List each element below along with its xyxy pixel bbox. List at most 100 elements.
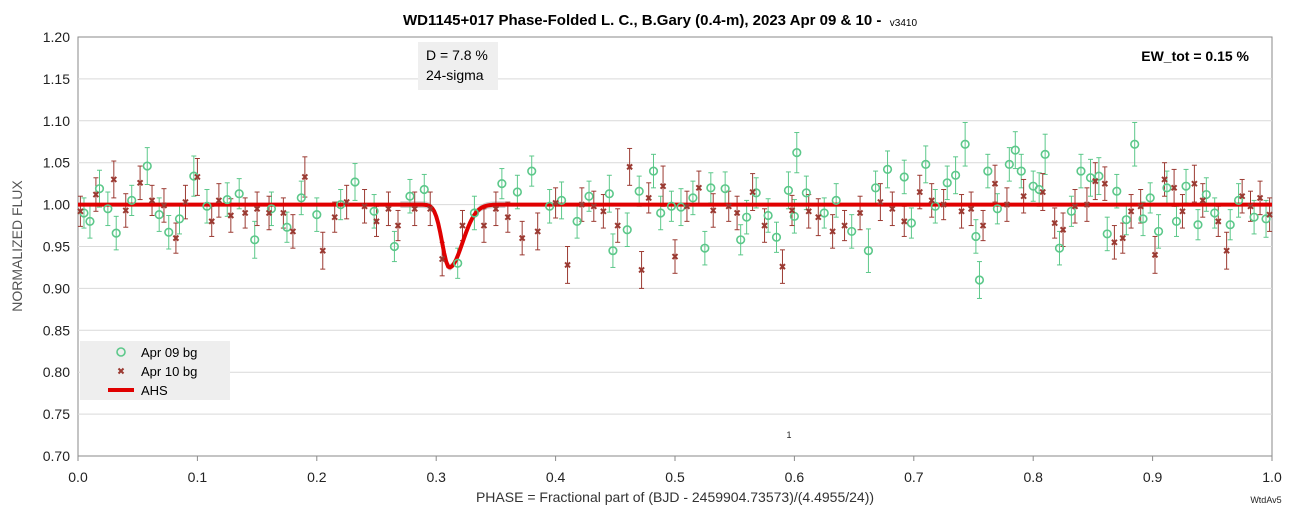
apr10-marker-stroke bbox=[373, 218, 380, 225]
apr09-point bbox=[234, 189, 244, 199]
apr09-error-bar bbox=[624, 212, 630, 247]
apr09-point bbox=[622, 225, 632, 235]
apr10-marker-stroke bbox=[1071, 203, 1079, 210]
apr09-point bbox=[142, 161, 152, 171]
apr10-marker-stroke bbox=[733, 209, 741, 217]
apr10-marker-stroke bbox=[564, 261, 571, 269]
apr09-error-bar bbox=[166, 214, 172, 250]
apr10-marker-stroke bbox=[958, 208, 965, 215]
apr10-marker-stroke bbox=[1003, 201, 1011, 208]
apr09-error-bar bbox=[1227, 209, 1233, 241]
apr10-marker-stroke bbox=[1137, 203, 1144, 210]
apr10-marker-stroke bbox=[683, 203, 691, 210]
apr09-point bbox=[906, 218, 917, 228]
apr10-marker-stroke bbox=[1223, 247, 1230, 254]
apr10-point bbox=[194, 173, 201, 181]
apr09-point bbox=[1210, 208, 1220, 218]
apr10-point bbox=[1179, 208, 1186, 215]
apr09-error-bar bbox=[252, 220, 258, 259]
apr10-point bbox=[459, 222, 466, 229]
apr10-point bbox=[671, 253, 679, 260]
apr10-marker-stroke bbox=[928, 197, 935, 204]
x-tick-label: 0.6 bbox=[785, 469, 805, 485]
apr09-point bbox=[847, 226, 857, 237]
apr09-point bbox=[1004, 159, 1014, 169]
apr10-point bbox=[552, 199, 559, 207]
apr10-point bbox=[578, 201, 586, 208]
apr10-marker-stroke bbox=[1020, 193, 1027, 200]
apr09-error-bar bbox=[1104, 216, 1110, 252]
legend-label: AHS bbox=[141, 383, 168, 398]
apr09-point bbox=[819, 208, 829, 218]
apr09-point bbox=[469, 208, 480, 218]
apr09-error-bar bbox=[391, 230, 397, 263]
apr10-marker-stroke bbox=[1039, 188, 1046, 196]
apr10-marker-stroke bbox=[1101, 180, 1109, 187]
apr10-marker-stroke bbox=[901, 218, 908, 225]
apr10-point bbox=[319, 247, 326, 254]
apr09-point bbox=[1145, 193, 1155, 203]
apr10-marker-stroke bbox=[253, 205, 261, 212]
apr09-point bbox=[174, 214, 185, 224]
apr09-point bbox=[656, 208, 666, 218]
apr10-point bbox=[534, 228, 541, 235]
apr10-marker-stroke bbox=[671, 253, 679, 260]
y-tick-label: 0.95 bbox=[43, 239, 70, 255]
apr09-point bbox=[202, 201, 212, 211]
apr10-marker-stroke bbox=[600, 208, 607, 215]
apr09-point bbox=[706, 183, 716, 193]
apr10-point bbox=[172, 234, 180, 242]
apr10-marker-stroke bbox=[394, 222, 402, 229]
apr09-error-bar bbox=[1042, 133, 1048, 175]
apr10-point bbox=[695, 184, 703, 192]
apr09-point bbox=[801, 188, 811, 198]
apr09-point bbox=[1016, 166, 1026, 176]
apr10-point bbox=[241, 209, 249, 217]
apr10-point bbox=[361, 203, 368, 210]
apr10-point bbox=[1137, 203, 1144, 210]
apr09-error-bar bbox=[833, 183, 839, 218]
apr09-point bbox=[512, 187, 522, 197]
apr10-marker-stroke bbox=[1266, 211, 1273, 218]
apr10-marker-stroke bbox=[241, 209, 249, 217]
x-tick-label: 0.9 bbox=[1143, 469, 1163, 485]
apr10-marker-stroke bbox=[1215, 218, 1222, 225]
apr09-point bbox=[282, 222, 292, 232]
apr09-point bbox=[250, 235, 260, 245]
apr10-point bbox=[373, 218, 380, 225]
apr10-marker-stroke bbox=[1179, 208, 1186, 215]
depth-annotation-box bbox=[418, 42, 498, 90]
apr09-point bbox=[1034, 184, 1044, 195]
apr10-point bbox=[1223, 247, 1230, 254]
apr09-point bbox=[1102, 229, 1112, 239]
apr09-point bbox=[1153, 226, 1164, 237]
apr09-point bbox=[930, 201, 940, 211]
phase-marker-label: 1 bbox=[786, 430, 791, 440]
apr10-marker-stroke bbox=[194, 173, 201, 181]
apr09-point bbox=[700, 243, 710, 253]
apr09-error-bar bbox=[901, 159, 907, 195]
apr10-marker-stroke bbox=[148, 197, 156, 204]
apr09-point bbox=[1225, 220, 1235, 230]
apr09-error-bar bbox=[994, 193, 1000, 225]
apr10-marker-stroke bbox=[614, 222, 621, 229]
apr09-point bbox=[1181, 181, 1191, 191]
apr09-point bbox=[1130, 139, 1140, 149]
apr09-point bbox=[1233, 195, 1244, 206]
apr10-marker-stroke bbox=[991, 180, 999, 187]
apr10-point bbox=[182, 198, 189, 206]
apr10-point bbox=[1199, 197, 1206, 204]
apr10-marker-stroke bbox=[1119, 234, 1126, 242]
apr09-point bbox=[527, 166, 537, 176]
apr10-marker-stroke bbox=[182, 198, 189, 206]
apr09-error-bar bbox=[1156, 214, 1162, 249]
apr10-marker-stroke bbox=[427, 205, 434, 212]
apr10-marker-stroke bbox=[480, 222, 488, 229]
apr09-error-bar bbox=[1147, 182, 1153, 214]
apr10-marker-stroke bbox=[319, 247, 326, 254]
apr10-point bbox=[518, 234, 526, 242]
apr09-point bbox=[1138, 214, 1148, 224]
y-tick-label: 0.75 bbox=[43, 406, 70, 422]
apr10-point bbox=[1266, 211, 1273, 218]
